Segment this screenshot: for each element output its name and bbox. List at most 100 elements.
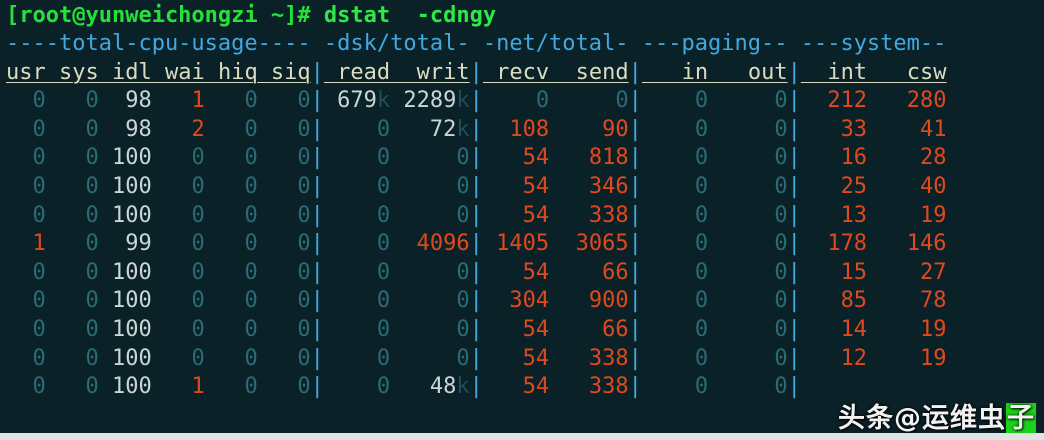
cell-wai: 1: [151, 88, 205, 114]
column-separator: |: [310, 202, 324, 228]
table-row: 0 0 98 1 0 0| 679k 2289k| 0 0| 0 0| 212 …: [0, 87, 1044, 116]
column-header-int[interactable]: int: [800, 59, 868, 85]
table-row: 0 0 100 1 0 0| 0 48k| 54 338| 0 0|: [0, 373, 1044, 402]
column-header-usr[interactable]: usr: [6, 59, 46, 85]
column-header-wai[interactable]: wai: [151, 59, 205, 85]
column-header-writ[interactable]: writ: [390, 59, 470, 85]
cell-csw: 27: [867, 259, 947, 285]
table-row: 0 0 100 0 0 0| 0 0| 54 66| 0 0| 14 19: [0, 316, 1044, 345]
command-prompt-line: [root@yunweichongzi ~]# dstat -cdngy: [0, 0, 1044, 30]
cell-recv: 1405: [482, 231, 550, 257]
cell-in: 0: [641, 345, 709, 371]
cell-out: 0: [708, 316, 788, 342]
column-header-in[interactable]: in: [641, 59, 709, 85]
cell-writ: 0: [390, 202, 470, 228]
cell-recv: 54: [482, 202, 550, 228]
column-header-siq[interactable]: siq: [257, 59, 311, 85]
cell-csw: 40: [867, 173, 947, 199]
cell-recv: 108: [482, 116, 550, 142]
column-header-sys[interactable]: sys: [45, 59, 99, 85]
cell-siq: 0: [257, 202, 311, 228]
column-separator: |: [787, 202, 801, 228]
at-symbol: @: [894, 403, 922, 435]
cell-wai: 0: [151, 288, 205, 314]
cell-read: 0: [323, 288, 391, 314]
cell-siq: 0: [257, 259, 311, 285]
column-separator: |: [469, 88, 483, 114]
column-header-send[interactable]: send: [549, 59, 629, 85]
cell-writ: 2289: [390, 88, 457, 114]
column-separator: |: [310, 316, 324, 342]
cell-hiq: 0: [204, 231, 258, 257]
cell-int: 14: [800, 316, 868, 342]
column-header-read[interactable]: read: [323, 59, 391, 85]
table-row: 0 0 100 0 0 0| 0 0| 54 66| 0 0| 15 27: [0, 259, 1044, 288]
column-separator: |: [628, 88, 642, 114]
column-separator: |: [310, 345, 324, 371]
cell-read: 0: [323, 116, 391, 142]
cell-siq: 0: [257, 231, 311, 257]
column-header-hiq[interactable]: hiq: [204, 59, 258, 85]
column-header-csw[interactable]: csw: [867, 59, 947, 85]
cell-send: 90: [549, 116, 629, 142]
cell-send: 338: [549, 374, 629, 400]
cell-idl: 98: [98, 88, 152, 114]
cell-sys: 0: [45, 145, 99, 171]
cell-read: 0: [323, 259, 391, 285]
cell-in: 0: [641, 88, 709, 114]
cell-read: 0: [323, 231, 391, 257]
column-header-idl[interactable]: idl: [98, 59, 152, 85]
cell-in: 0: [641, 374, 709, 400]
cell-out: 0: [708, 288, 788, 314]
cell-writ: 72: [390, 116, 457, 142]
column-header-out[interactable]: out: [708, 59, 788, 85]
watermark-handle-tail: 子: [1006, 403, 1036, 435]
cell-unit-read: k: [376, 88, 391, 114]
table-row: 0 0 100 0 0 0| 0 0| 54 338| 0 0| 12 19: [0, 345, 1044, 374]
cell-recv: 54: [482, 173, 550, 199]
cell-read: 0: [323, 202, 391, 228]
cell-send: 3065: [549, 231, 629, 257]
column-separator: |: [469, 316, 483, 342]
cell-idl: 100: [98, 345, 152, 371]
column-separator: |: [310, 116, 324, 142]
cell-idl: 100: [98, 173, 152, 199]
column-separator: |: [469, 288, 483, 314]
cell-int: 212: [800, 88, 868, 114]
table-row: 1 0 99 0 0 0| 0 4096| 1405 3065| 0 0| 17…: [0, 230, 1044, 259]
cell-sys: 0: [45, 202, 99, 228]
column-header-recv[interactable]: recv: [482, 59, 550, 85]
cell-usr: 1: [6, 231, 46, 257]
cell-hiq: 0: [204, 88, 258, 114]
column-separator: |: [310, 288, 324, 314]
cell-siq: 0: [257, 374, 311, 400]
cell-writ: 0: [390, 288, 470, 314]
table-row: 0 0 100 0 0 0| 0 0| 54 818| 0 0| 16 28: [0, 144, 1044, 173]
cell-int: 15: [800, 259, 868, 285]
column-separator: |: [310, 88, 324, 114]
cell-hiq: 0: [204, 374, 258, 400]
cell-idl: 100: [98, 259, 152, 285]
column-separator: |: [310, 59, 324, 85]
cell-int: 13: [800, 202, 868, 228]
cell-sys: 0: [45, 316, 99, 342]
column-separator: |: [628, 374, 642, 400]
cell-int: 16: [800, 145, 868, 171]
column-separator: |: [787, 316, 801, 342]
cell-out: 0: [708, 345, 788, 371]
cell-in: 0: [641, 116, 709, 142]
cell-hiq: 0: [204, 116, 258, 142]
cell-send: 66: [549, 316, 629, 342]
screenshot-bottom-edge: [0, 433, 1044, 440]
cell-usr: 0: [6, 259, 46, 285]
column-separator: |: [469, 116, 483, 142]
cell-read: 0: [323, 145, 391, 171]
cell-wai: 0: [151, 259, 205, 285]
column-separator: |: [628, 173, 642, 199]
cell-writ: 4096: [390, 231, 470, 257]
cell-usr: 0: [6, 345, 46, 371]
cell-hiq: 0: [204, 316, 258, 342]
cell-writ: 0: [390, 259, 470, 285]
column-separator: |: [310, 231, 324, 257]
